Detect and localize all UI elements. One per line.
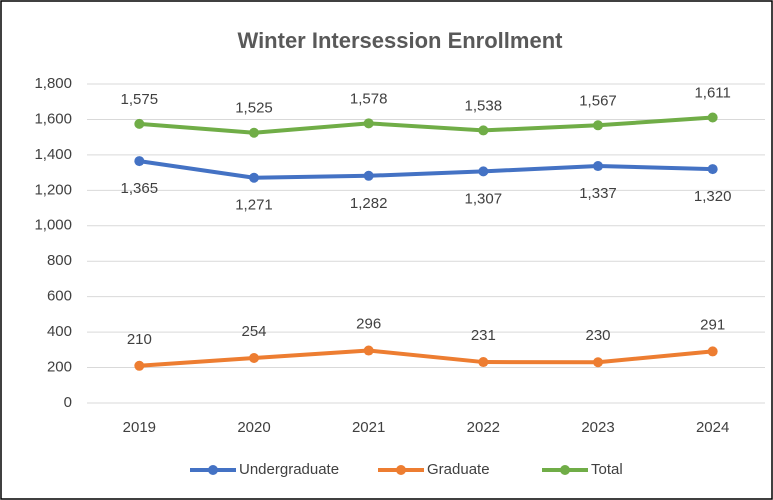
y-tick-label: 200 [47, 359, 72, 376]
data-label: 1,337 [579, 185, 617, 202]
series-line [139, 115, 713, 135]
series-line [139, 159, 713, 180]
y-tick-label: 1,600 [34, 110, 72, 127]
data-point [478, 357, 489, 368]
legend-marker [560, 465, 570, 475]
y-tick-label: 1,800 [34, 75, 72, 92]
chart-title: Winter Intersession Enrollment [238, 28, 564, 53]
data-point [363, 345, 374, 356]
data-label: 291 [700, 316, 725, 333]
data-label: 1,538 [465, 97, 503, 114]
data-point [249, 172, 259, 183]
x-tick-label: 2024 [696, 419, 729, 436]
data-label: 1,271 [235, 197, 273, 214]
data-point [593, 120, 603, 131]
data-point [249, 352, 259, 363]
data-point [249, 127, 259, 138]
data-label: 230 [585, 327, 610, 344]
data-point [134, 360, 145, 371]
x-tick-label: 2021 [352, 419, 385, 436]
data-point [707, 164, 718, 175]
y-tick-label: 0 [64, 394, 72, 411]
data-point [707, 112, 718, 123]
y-tick-label: 1,400 [34, 146, 72, 163]
legend-marker [396, 465, 406, 475]
data-point [363, 118, 374, 129]
x-tick-label: 2022 [467, 419, 500, 436]
data-label: 1,320 [694, 188, 732, 205]
data-point [593, 161, 603, 172]
data-point [707, 346, 718, 357]
series-line [139, 348, 713, 368]
data-point [593, 357, 603, 368]
y-tick-label: 600 [47, 288, 72, 305]
data-label: 1,611 [694, 84, 730, 101]
data-point [134, 118, 145, 129]
data-label: 210 [127, 331, 152, 348]
legend-marker [208, 465, 218, 475]
data-label: 254 [241, 323, 266, 340]
data-label: 1,578 [350, 90, 388, 107]
data-label: 296 [356, 316, 381, 333]
data-point [363, 170, 374, 181]
data-label: 1,575 [121, 91, 159, 108]
data-point [478, 166, 489, 177]
data-point [134, 156, 145, 167]
data-label: 1,307 [465, 190, 503, 207]
x-tick-label: 2023 [581, 419, 614, 436]
x-tick-label: 2019 [123, 419, 156, 436]
data-point [478, 125, 489, 136]
data-label: 1,525 [235, 100, 273, 117]
x-tick-label: 2020 [237, 419, 270, 436]
y-tick-label: 800 [47, 252, 72, 269]
data-label: 231 [471, 327, 496, 344]
data-label: 1,365 [121, 180, 159, 197]
legend-label: Total [591, 461, 623, 478]
y-tick-label: 1,200 [34, 181, 72, 198]
y-tick-label: 400 [47, 323, 72, 340]
data-label: 1,282 [350, 195, 388, 212]
legend-label: Undergraduate [239, 461, 339, 478]
legend-label: Graduate [427, 461, 490, 478]
y-tick-label: 1,000 [34, 217, 72, 234]
data-label: 1,567 [579, 92, 617, 109]
